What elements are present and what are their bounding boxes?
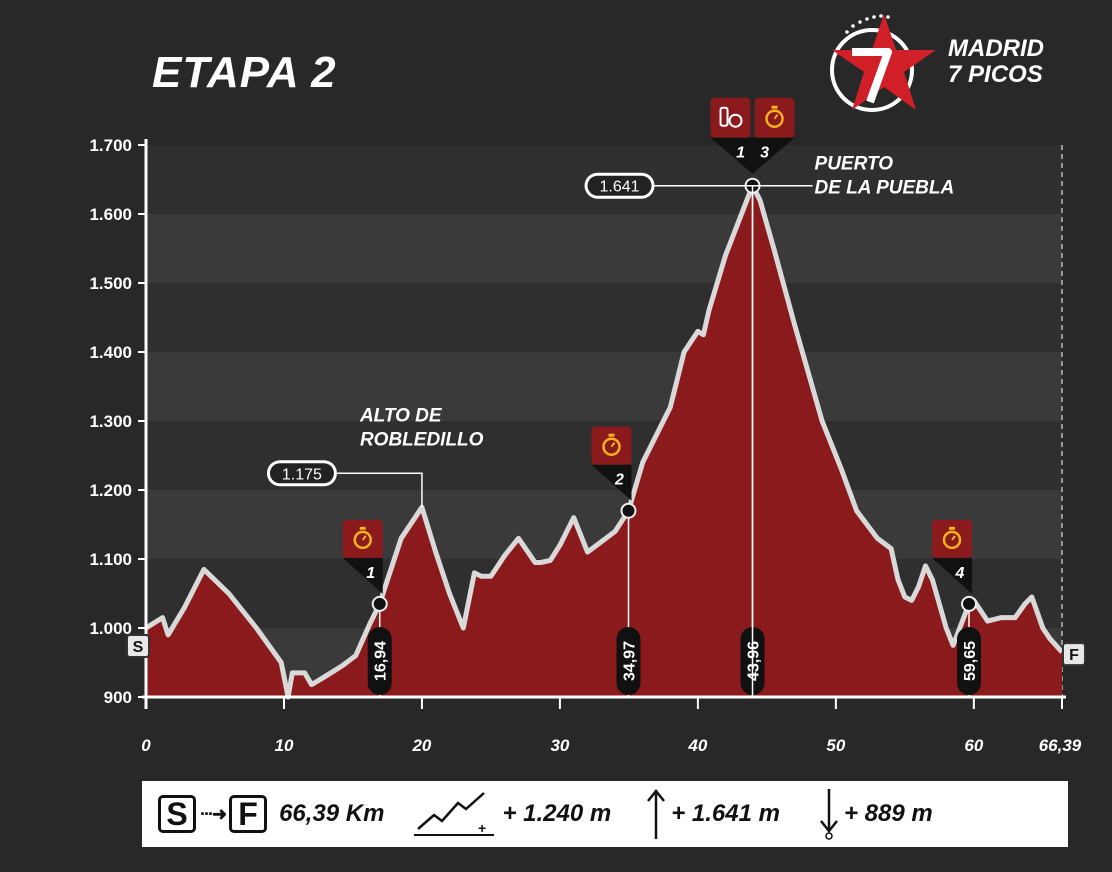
stopwatch-hand <box>773 114 779 120</box>
start-marker-box <box>126 634 150 658</box>
y-tick-label: 1.500 <box>89 274 132 293</box>
start-box: S <box>158 795 196 833</box>
finish-marker: F <box>1062 642 1086 667</box>
elevation-line <box>144 183 1064 700</box>
checkpoint-dot <box>371 595 388 612</box>
x-tick-label: 10 <box>275 736 294 755</box>
checkpoint-km-pill <box>616 627 641 695</box>
x-tick-label: 60 <box>964 736 983 755</box>
stopwatch-icon <box>602 437 621 456</box>
stopwatch-icon <box>942 530 962 550</box>
chart-axes: 900 1.000 1.100 1.200 1.300 1.400 1.500 1.600 1.… <box>89 136 1086 755</box>
logo-text: MADRID 7 PICOS <box>948 36 1044 88</box>
checkpoint-flag <box>591 464 632 501</box>
checkpoint-km-pill <box>367 627 392 695</box>
checkpoint-number: 3 <box>760 145 769 162</box>
peak-elevation-inner <box>269 463 334 484</box>
y-tick-label: 1.000 <box>89 619 132 638</box>
descent-value: + 889 m <box>843 800 933 827</box>
chart-band <box>146 352 1062 421</box>
finish-marker-text: F <box>1069 647 1079 664</box>
start-finish-icon: ···➜ <box>200 803 227 824</box>
peak-name-line2: DE LA PUEBLA <box>815 178 955 199</box>
max-altitude-icon <box>647 788 666 839</box>
food-drink-icon <box>719 106 729 127</box>
checkpoint-dot <box>620 502 637 519</box>
chart-band <box>146 283 1062 352</box>
stopwatch-hand <box>610 442 616 448</box>
stage-summary: S ···➜ F 66,39 Km + + 1.240 m + 1.641 m … <box>142 781 1068 847</box>
start-marker-text: S <box>133 639 144 656</box>
star-7-logo-icon <box>830 14 936 112</box>
checkpoint-flag <box>710 137 795 174</box>
x-tick-label: 50 <box>826 736 845 755</box>
peak-name-line1: ALTO DE <box>359 405 443 426</box>
checkpoint-number: 1 <box>366 565 375 582</box>
distance-value: 66,39 Km <box>279 800 385 827</box>
finish-box: F <box>229 795 268 833</box>
peak-label: 1.641 PUERTO DE LA PUEBLA <box>584 154 955 697</box>
peak-name-line1: PUERTO <box>815 154 894 175</box>
y-tick-label: 1.200 <box>89 481 132 500</box>
y-tick-label: 1.300 <box>89 412 132 431</box>
start-marker: S <box>126 634 150 658</box>
descent-icon <box>820 789 838 840</box>
elevation-gain-value: + 1.240 m <box>502 800 612 827</box>
chart-band <box>146 214 1062 283</box>
stopwatch-crown <box>359 526 366 530</box>
checkpoint-marker: 34,97 2 <box>591 426 641 697</box>
checkpoint-number: 4 <box>955 565 965 582</box>
stopwatch-crown <box>608 433 615 437</box>
x-tick-label: 30 <box>550 736 569 755</box>
checkpoint-km-label: 59,65 <box>962 641 979 681</box>
checkpoint-dot <box>961 595 978 612</box>
checkpoint-km-label: 34,97 <box>621 641 638 681</box>
checkpoint-km-label: 43,96 <box>746 641 763 681</box>
peak-elevation-label: 1.175 <box>282 466 322 483</box>
y-tick-label: 1.700 <box>89 136 132 155</box>
finish-marker-box <box>1062 642 1086 667</box>
page-title: ETAPA 2 <box>152 48 337 97</box>
y-tick-label: 1.100 <box>89 550 132 569</box>
y-tick-label: 1.400 <box>89 343 132 362</box>
checkpoint-flag <box>342 557 383 594</box>
peak-name-line2: ROBLEDILLO <box>360 429 484 450</box>
stopwatch-hand <box>951 535 956 541</box>
elevation-area <box>146 185 1062 697</box>
checkpoint-km-pill <box>957 627 982 695</box>
elevation-gain-icon: + <box>414 792 495 836</box>
x-tick-label: 0 <box>141 736 151 755</box>
y-tick-label: 900 <box>104 688 132 707</box>
checkpoint-number: 1 <box>736 145 745 162</box>
logo-line-2: 7 PICOS <box>948 61 1043 88</box>
logo-line-1: MADRID <box>948 35 1044 62</box>
peak-elevation-inner <box>587 175 652 196</box>
apple-icon <box>728 113 743 128</box>
stopwatch-icon <box>353 530 372 550</box>
stopwatch-hand <box>361 535 367 541</box>
peak-elevation-label: 1.641 <box>600 179 640 196</box>
x-tick-label: 20 <box>411 736 431 755</box>
checkpoint-marker: 16,94 1 <box>342 519 392 697</box>
x-tick-label: 40 <box>687 736 707 755</box>
checkpoint-marker: 59,65 4 <box>932 519 982 697</box>
stopwatch-icon <box>765 109 784 128</box>
max-altitude-value: + 1.641 m <box>671 800 780 827</box>
svg-text:+: + <box>478 820 486 836</box>
stopwatch-crown <box>771 105 778 109</box>
checkpoint-flag <box>932 557 973 594</box>
peak-label: 1.175 ALTO DE ROBLEDILLO <box>266 405 484 508</box>
peak-labels: 1.175 ALTO DE ROBLEDILLO 1.641 PUERTO DE LA P… <box>266 154 955 697</box>
stopwatch-crown <box>949 526 956 530</box>
logo-icon <box>830 14 936 112</box>
checkpoint-km-label: 16,94 <box>373 641 390 681</box>
x-tick-label: 66,39 <box>1039 736 1082 755</box>
checkpoint-number: 2 <box>614 472 624 489</box>
peak-leader-line <box>336 472 423 508</box>
y-tick-label: 1.600 <box>89 205 132 224</box>
